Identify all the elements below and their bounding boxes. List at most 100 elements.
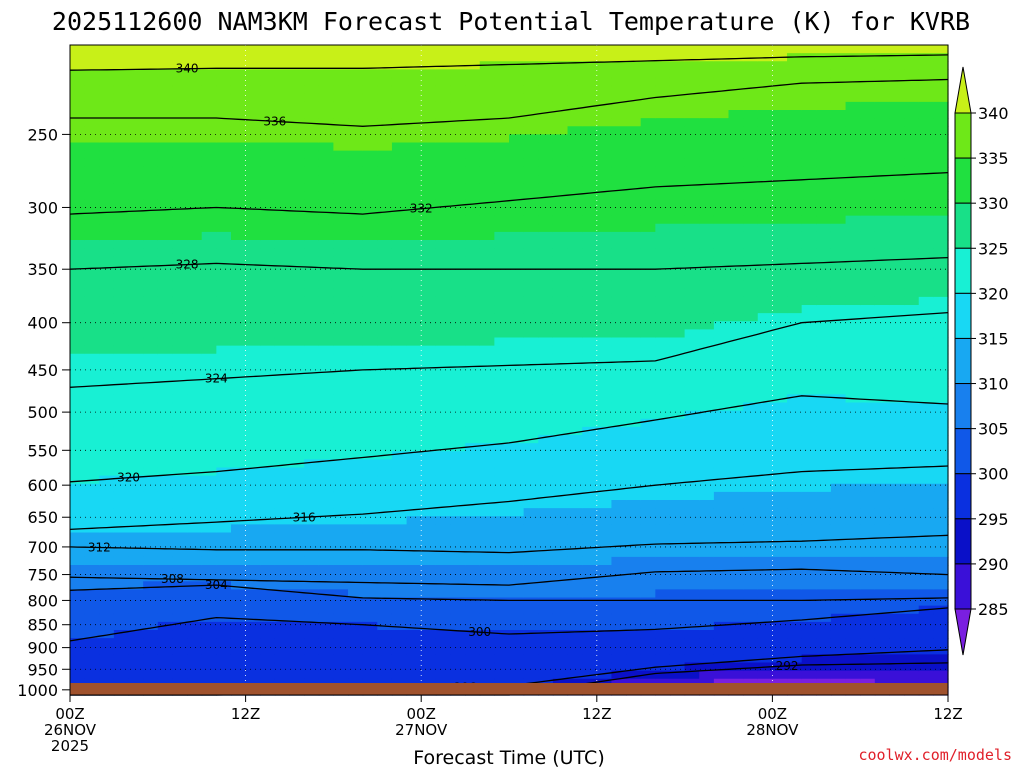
field-cell: [391, 231, 408, 241]
field-cell: [904, 280, 920, 290]
field-cell: [245, 126, 261, 135]
field-cell: [640, 231, 656, 241]
field-cell: [713, 175, 730, 184]
field-cell: [743, 605, 759, 615]
field-cell: [377, 410, 393, 420]
field-cell: [99, 166, 115, 176]
field-cell: [509, 166, 525, 176]
field-cell: [640, 77, 656, 87]
field-cell: [362, 110, 378, 119]
field-cell: [128, 150, 144, 160]
field-cell: [143, 345, 159, 355]
field-cell: [201, 410, 217, 420]
field-cell: [348, 126, 364, 135]
field-cell: [84, 532, 100, 542]
field-cell: [99, 662, 115, 672]
field-cell: [318, 459, 334, 469]
field-cell: [626, 491, 642, 501]
field-cell: [406, 483, 422, 493]
field-cell: [874, 500, 891, 509]
field-cell: [391, 589, 408, 599]
field-cell: [684, 483, 700, 493]
field-cell: [728, 264, 744, 274]
field-cell: [465, 305, 481, 314]
field-cell: [713, 532, 730, 542]
field-cell: [99, 467, 115, 477]
field-cell: [216, 646, 232, 655]
field-cell: [538, 240, 554, 249]
field-cell: [289, 223, 305, 233]
field-cell: [406, 85, 422, 95]
field-cell: [918, 313, 934, 322]
field-cell: [830, 142, 847, 152]
field-cell: [874, 662, 891, 672]
field-cell: [567, 524, 583, 534]
field-cell: [889, 207, 905, 217]
field-cell: [743, 329, 759, 339]
field-cell: [245, 418, 261, 428]
field-cell: [874, 183, 891, 192]
field-cell: [245, 638, 261, 647]
field-cell: [333, 313, 349, 322]
field-cell: [904, 621, 920, 631]
field-cell: [172, 126, 188, 135]
field-cell: [757, 394, 773, 404]
field-cell: [348, 240, 364, 249]
field-cell: [128, 597, 144, 607]
field-cell: [640, 589, 656, 599]
field-cell: [260, 483, 276, 493]
field-cell: [904, 199, 920, 209]
field-cell: [450, 240, 466, 249]
field-cell: [435, 361, 452, 371]
field-cell: [274, 451, 291, 460]
field-cell: [318, 394, 334, 404]
field-cell: [655, 556, 671, 566]
field-cell: [289, 548, 305, 558]
field-cell: [684, 565, 700, 574]
field-cell: [128, 215, 144, 225]
field-cell: [260, 215, 276, 225]
field-cell: [845, 166, 861, 176]
field-cell: [582, 313, 598, 322]
field-cell: [523, 337, 539, 347]
field-cell: [889, 85, 905, 95]
field-cell: [274, 630, 291, 639]
field-cell: [699, 418, 715, 428]
field-cell: [304, 662, 320, 672]
field-cell: [128, 345, 144, 355]
field-cell: [479, 451, 495, 460]
field-cell: [728, 272, 744, 282]
field-cell: [874, 353, 891, 363]
field-cell: [99, 142, 115, 152]
field-cell: [611, 491, 627, 501]
field-cell: [699, 540, 715, 550]
field-cell: [538, 589, 554, 599]
field-cell: [113, 231, 130, 241]
field-cell: [391, 532, 408, 542]
field-cell: [816, 345, 832, 355]
field-cell: [772, 93, 788, 103]
field-cell: [362, 654, 378, 664]
field-cell: [830, 638, 847, 647]
field-cell: [391, 605, 408, 615]
field-cell: [230, 597, 247, 607]
field-cell: [113, 313, 130, 322]
field-cell: [845, 500, 861, 509]
field-cell: [84, 199, 100, 209]
field-cell: [567, 53, 583, 62]
field-cell: [699, 231, 715, 241]
field-cell: [157, 61, 174, 70]
field-cell: [596, 280, 613, 290]
x-axis-label: Forecast Time (UTC): [413, 747, 604, 768]
field-cell: [494, 345, 510, 355]
field-cell: [918, 548, 934, 558]
field-cell: [406, 142, 422, 152]
field-cell: [406, 288, 422, 298]
field-cell: [757, 126, 773, 135]
field-cell: [582, 353, 598, 363]
field-cell: [801, 61, 817, 70]
field-cell: [596, 630, 613, 639]
field-cell: [582, 256, 598, 265]
field-cell: [552, 589, 569, 599]
field-cell: [84, 386, 100, 395]
